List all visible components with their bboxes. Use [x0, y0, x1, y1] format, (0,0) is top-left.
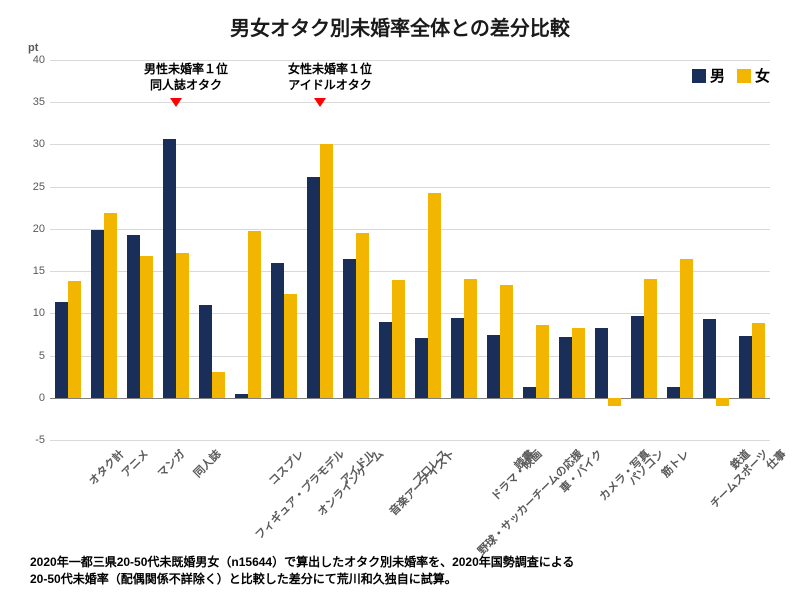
bar	[356, 233, 369, 398]
bar	[608, 398, 621, 406]
bar	[464, 279, 477, 398]
bar	[248, 231, 261, 397]
bar	[703, 319, 716, 398]
y-tick-label: 40	[33, 54, 45, 66]
x-tick-label: マンガ	[154, 446, 189, 481]
bar	[680, 259, 693, 397]
annotation-line: 同人誌オタク	[126, 78, 246, 94]
x-axis-labels: オタク計アニメマンガ同人誌フィギュア・プラモデルコスプレオンラインゲームアイドル…	[50, 440, 770, 560]
bar	[91, 230, 104, 398]
y-tick-label: 15	[33, 265, 45, 277]
bar	[523, 387, 536, 398]
bar	[392, 280, 405, 398]
bar	[176, 253, 189, 398]
bar	[667, 387, 680, 398]
bar	[307, 177, 320, 397]
legend-label-female: 女	[755, 65, 770, 86]
bar	[320, 144, 333, 397]
legend-label-male: 男	[710, 65, 725, 86]
chart-area: pt -50510152025303540	[50, 60, 770, 440]
bar	[127, 235, 140, 398]
bar	[104, 213, 117, 398]
y-tick-label: 20	[33, 223, 45, 235]
bar	[716, 398, 729, 406]
y-unit-label: pt	[28, 42, 38, 54]
marker-icon	[170, 98, 182, 107]
annotation-line: アイドルオタク	[270, 78, 390, 94]
bar	[752, 323, 765, 397]
bar	[199, 305, 212, 398]
x-tick-label: 筋トレ	[658, 446, 693, 481]
x-tick-label: 同人誌	[190, 446, 225, 481]
bar	[572, 328, 585, 398]
bar	[271, 263, 284, 398]
bar	[644, 279, 657, 398]
annotation-line: 女性未婚率１位	[270, 62, 390, 78]
legend-item-male: 男	[692, 65, 725, 86]
y-tick-label: -5	[35, 434, 45, 446]
bar	[284, 294, 297, 398]
marker-icon	[314, 98, 326, 107]
bar	[140, 256, 153, 398]
annotation-line: 男性未婚率１位	[126, 62, 246, 78]
chart-title: 男女オタク別未婚率全体との差分比較	[0, 0, 800, 41]
legend-swatch-male	[692, 69, 706, 83]
bar	[428, 193, 441, 397]
bar	[631, 316, 644, 398]
bar	[487, 335, 500, 397]
bar	[212, 372, 225, 397]
bar	[536, 325, 549, 398]
y-tick-label: 10	[33, 307, 45, 319]
bar	[451, 318, 464, 397]
bar	[68, 281, 81, 398]
footnote-line2: 20-50代未婚率（配偶関係不詳除く）と比較した差分にて荒川和久独自に試算。	[30, 571, 574, 588]
bar	[343, 259, 356, 397]
bar	[500, 285, 513, 398]
bar	[559, 337, 572, 398]
y-tick-label: 5	[39, 350, 45, 362]
bar	[415, 338, 428, 398]
y-tick-label: 25	[33, 181, 45, 193]
bar	[379, 322, 392, 398]
bar	[595, 328, 608, 398]
legend: 男 女	[692, 65, 770, 86]
legend-item-female: 女	[737, 65, 770, 86]
x-tick-label: 仕事	[762, 446, 789, 473]
x-tick-label: アニメ	[118, 446, 152, 480]
footnote: 2020年一都三県20-50代未既婚男女（n15644）で算出したオタク別未婚率…	[30, 554, 574, 588]
y-tick-label: 35	[33, 96, 45, 108]
y-tick-label: 30	[33, 138, 45, 150]
legend-swatch-female	[737, 69, 751, 83]
bar	[55, 302, 68, 397]
annotation: 男性未婚率１位同人誌オタク	[126, 62, 246, 93]
bar	[235, 394, 248, 397]
bar	[739, 336, 752, 398]
bar	[163, 139, 176, 398]
y-tick-label: 0	[39, 392, 45, 404]
annotation: 女性未婚率１位アイドルオタク	[270, 62, 390, 93]
bars-container	[50, 60, 770, 440]
footnote-line1: 2020年一都三県20-50代未既婚男女（n15644）で算出したオタク別未婚率…	[30, 554, 574, 571]
